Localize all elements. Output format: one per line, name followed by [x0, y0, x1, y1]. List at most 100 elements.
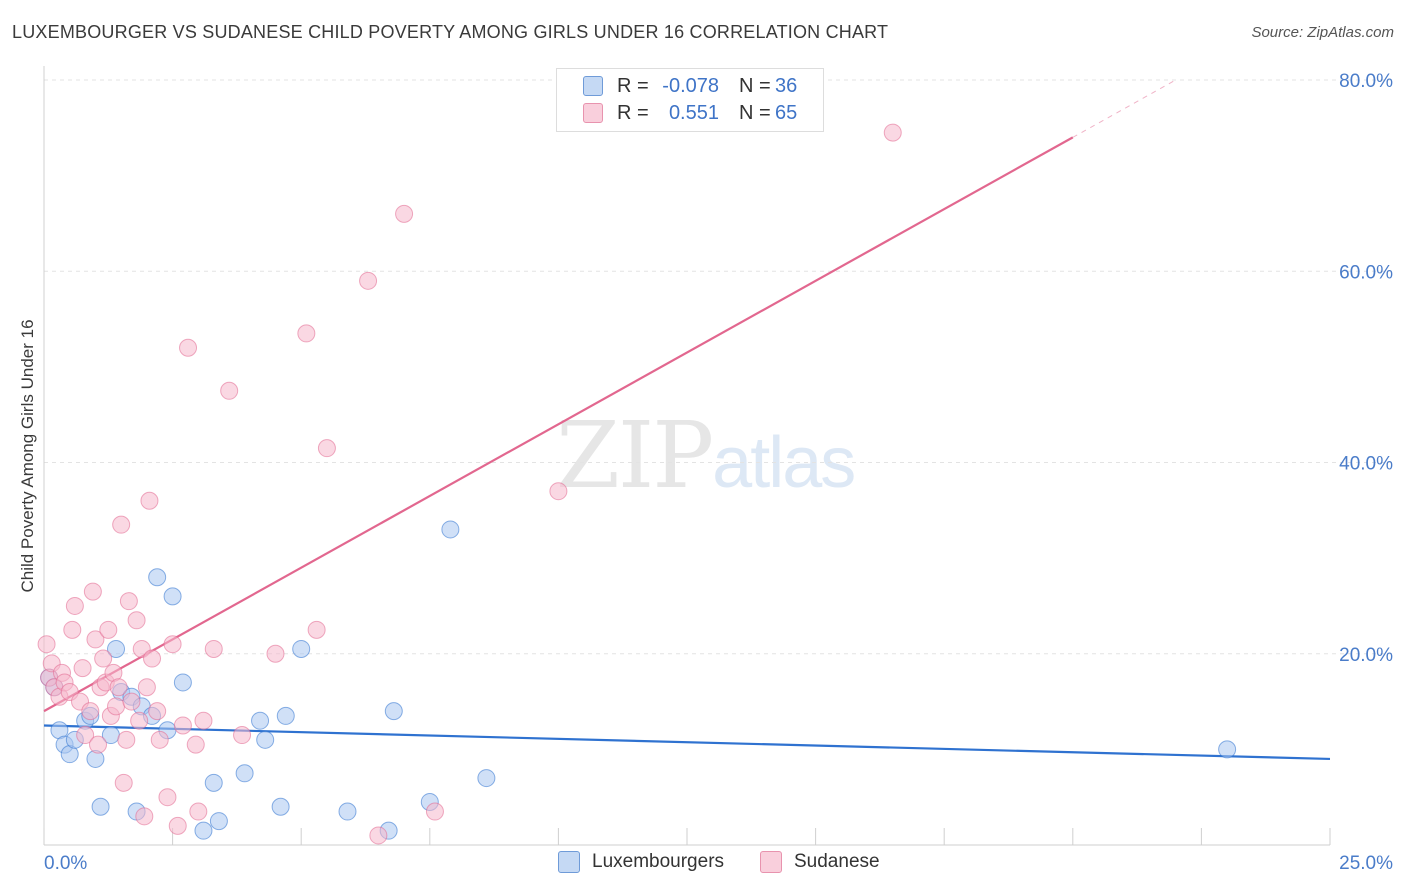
- data-point-sudanese: [86, 630, 105, 649]
- y-tick-label: 80.0%: [1339, 71, 1393, 92]
- data-point-sudanese: [76, 726, 95, 745]
- data-point-sudanese: [107, 697, 126, 716]
- data-point-sudanese: [114, 773, 133, 792]
- legend-swatch-luxembourgers: [583, 76, 603, 96]
- data-point-sudanese: [130, 711, 149, 730]
- data-point-sudanese: [186, 735, 205, 754]
- series-legend-luxembourgers[interactable]: Luxembourgers: [558, 851, 724, 873]
- series-swatch-sudanese: [760, 851, 782, 873]
- x-tick-label: 25.0%: [1339, 853, 1393, 874]
- legend-n-label: N =: [739, 101, 771, 124]
- watermark: ZIPatlas: [556, 402, 856, 509]
- trend-line-extension-sudanese: [1072, 79, 1176, 138]
- legend-n-label: N =: [739, 74, 771, 97]
- series-label-luxembourgers: Luxembourgers: [592, 851, 725, 872]
- data-point-sudanese: [127, 611, 146, 630]
- data-point-luxembourgers: [338, 802, 357, 821]
- data-point-sudanese: [395, 204, 414, 223]
- data-point-sudanese: [148, 702, 167, 721]
- data-point-sudanese: [135, 807, 154, 826]
- data-point-luxembourgers: [384, 702, 403, 721]
- y-tick-label: 60.0%: [1339, 262, 1393, 283]
- data-point-sudanese: [109, 678, 128, 697]
- legend-row-sudanese: R = 0.551 N = 65: [583, 100, 797, 126]
- data-point-sudanese: [307, 620, 326, 639]
- data-point-sudanese: [112, 515, 131, 534]
- data-point-sudanese: [83, 582, 102, 601]
- data-point-luxembourgers: [251, 711, 270, 730]
- data-point-luxembourgers: [477, 769, 496, 788]
- data-point-luxembourgers: [194, 821, 213, 840]
- data-point-luxembourgers: [107, 639, 126, 658]
- data-point-sudanese: [359, 271, 378, 290]
- watermark-zip: ZIP: [556, 402, 714, 509]
- data-point-sudanese: [158, 788, 177, 807]
- series-legend-sudanese[interactable]: Sudanese: [760, 851, 880, 873]
- data-point-sudanese: [122, 692, 141, 711]
- data-point-sudanese: [233, 726, 252, 745]
- chart-title: LUXEMBOURGER VS SUDANESE CHILD POVERTY A…: [12, 22, 889, 42]
- legend-n-value: 65: [775, 101, 798, 124]
- y-tick-label: 40.0%: [1339, 454, 1393, 475]
- data-point-luxembourgers: [441, 520, 460, 539]
- data-point-luxembourgers: [209, 812, 228, 831]
- data-point-sudanese: [163, 635, 182, 654]
- trend-line-luxembourgers: [43, 724, 1331, 761]
- data-point-luxembourgers: [271, 797, 290, 816]
- data-point-sudanese: [73, 659, 92, 678]
- data-point-sudanese: [194, 711, 213, 730]
- series-swatch-luxembourgers: [558, 851, 580, 873]
- data-point-sudanese: [883, 123, 902, 142]
- data-point-sudanese: [317, 439, 336, 458]
- data-point-luxembourgers: [276, 706, 295, 725]
- tick-labels: 20.0% 40.0% 60.0% 80.0% 0.0% 25.0%: [44, 71, 1393, 874]
- y-axis-label: Child Poverty Among Girls Under 16: [18, 319, 37, 592]
- watermark-atlas: atlas: [712, 423, 856, 503]
- legend-r-label: R =: [617, 101, 649, 124]
- data-point-sudanese: [81, 702, 100, 721]
- data-point-sudanese: [99, 620, 118, 639]
- data-point-sudanese: [168, 816, 187, 835]
- data-points: [37, 123, 1237, 845]
- data-point-sudanese: [37, 635, 56, 654]
- data-point-luxembourgers: [235, 764, 254, 783]
- data-point-luxembourgers: [1218, 740, 1237, 759]
- legend-r-label: R =: [617, 74, 649, 97]
- data-point-sudanese: [179, 338, 198, 357]
- data-point-sudanese: [119, 592, 138, 611]
- data-point-sudanese: [220, 381, 239, 400]
- gridlines: [44, 79, 1392, 655]
- data-point-luxembourgers: [163, 587, 182, 606]
- data-point-sudanese: [297, 324, 316, 343]
- data-point-sudanese: [150, 730, 169, 749]
- data-point-sudanese: [63, 620, 82, 639]
- legend-swatch-sudanese: [583, 103, 603, 123]
- data-point-sudanese: [143, 649, 162, 668]
- data-point-sudanese: [65, 596, 84, 615]
- trend-line-sudanese: [43, 136, 1074, 713]
- data-point-luxembourgers: [204, 773, 223, 792]
- data-point-luxembourgers: [148, 568, 167, 587]
- data-point-luxembourgers: [292, 639, 311, 658]
- data-point-sudanese: [173, 716, 192, 735]
- data-point-sudanese: [189, 802, 208, 821]
- x-tick-label: 0.0%: [44, 853, 87, 874]
- data-point-luxembourgers: [91, 797, 110, 816]
- data-point-sudanese: [117, 730, 136, 749]
- data-point-sudanese: [137, 678, 156, 697]
- source-label: Source: ZipAtlas.com: [1251, 24, 1394, 41]
- data-point-sudanese: [94, 649, 113, 668]
- data-point-luxembourgers: [173, 673, 192, 692]
- series-label-sudanese: Sudanese: [794, 851, 880, 872]
- data-point-luxembourgers: [256, 730, 275, 749]
- data-point-sudanese: [425, 802, 444, 821]
- legend-row-luxembourgers: R = -0.078 N = 36: [583, 73, 797, 99]
- data-point-sudanese: [549, 482, 568, 501]
- y-tick-label: 20.0%: [1339, 645, 1393, 666]
- data-point-sudanese: [266, 644, 285, 663]
- trend-lines: [43, 79, 1331, 761]
- legend-n-value: 36: [775, 74, 798, 97]
- data-point-sudanese: [140, 491, 159, 510]
- legend-r-value: -0.078: [662, 74, 719, 97]
